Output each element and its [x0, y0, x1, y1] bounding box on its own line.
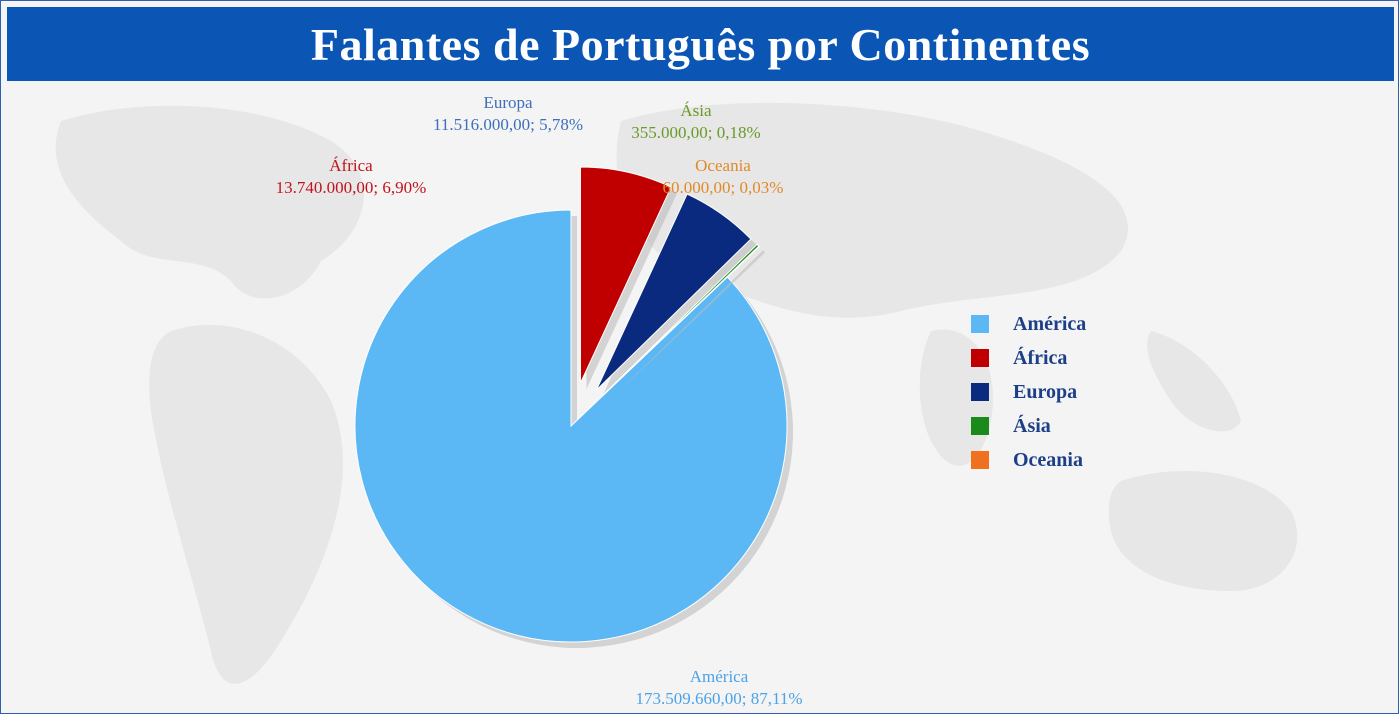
pie-slice-shadow	[608, 250, 765, 402]
world-map-background	[55, 102, 1298, 684]
legend-swatch	[971, 349, 989, 367]
pie-slice-oceania	[602, 245, 760, 396]
title-bar: Falantes de Português por Continentes	[7, 7, 1394, 81]
legend-label: Europa	[1013, 380, 1078, 403]
data-label-value: 11.516.000,00; 5,78%	[433, 115, 583, 134]
data-label-name: Ásia	[680, 101, 712, 120]
data-label-name: América	[690, 667, 749, 686]
legend-item: África	[971, 341, 1086, 375]
legend-item: América	[971, 307, 1086, 341]
chart-title: Falantes de Português por Continentes	[310, 18, 1091, 70]
pie-slice-europa	[595, 193, 752, 391]
legend-label: Oceania	[1013, 448, 1083, 471]
legend-swatch	[971, 451, 989, 469]
data-label-value: 13.740.000,00; 6,90%	[276, 178, 427, 197]
legend-item: Europa	[971, 375, 1086, 409]
legend: América África Europa Ásia Oceania	[971, 307, 1086, 477]
legend-swatch	[971, 315, 989, 333]
data-label-name: África	[329, 156, 373, 175]
pie-slice-shadow	[608, 252, 766, 402]
legend-item: Ásia	[971, 409, 1086, 443]
legend-swatch	[971, 417, 989, 435]
pie-slice-africa	[579, 166, 672, 384]
legend-swatch	[971, 383, 989, 401]
data-label-value: 173.509.660,00; 87,11%	[635, 689, 802, 708]
data-label-value: 355.000,00; 0,18%	[631, 123, 760, 142]
legend-item: Oceania	[971, 443, 1086, 477]
data-label-name: Oceania	[695, 156, 751, 175]
data-label-name: Europa	[483, 93, 533, 112]
pie-data-labels: América 173.509.660,00; 87,11% África 13.74…	[276, 93, 803, 708]
pie-slices	[354, 166, 793, 648]
legend-label: América	[1013, 312, 1087, 335]
legend-label: África	[1013, 346, 1068, 369]
pie-slice-america	[354, 209, 788, 643]
data-label-value: 60.000,00; 0,03%	[663, 178, 784, 197]
legend-label: Ásia	[1013, 414, 1051, 437]
